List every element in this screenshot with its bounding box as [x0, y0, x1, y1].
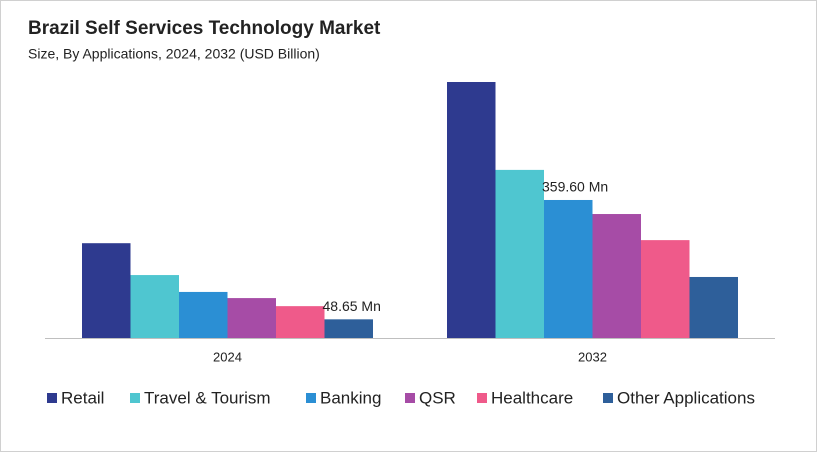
legend-label: Banking [320, 388, 381, 407]
legend-swatch [47, 393, 57, 403]
bar [82, 243, 131, 338]
bar [592, 214, 641, 338]
x-tick-label: 2024 [213, 349, 242, 364]
bar [641, 240, 690, 338]
x-tick-label: 2032 [578, 349, 607, 364]
bar [324, 319, 373, 338]
legend-swatch [306, 393, 316, 403]
bar [447, 82, 496, 338]
value-label: 48.65 Mn [323, 298, 381, 314]
bar [689, 276, 738, 338]
legend-label: Retail [61, 388, 104, 407]
legend-label: Healthcare [491, 388, 573, 407]
bar [130, 275, 179, 338]
value-label: 359.60 Mn [542, 179, 608, 195]
bar [544, 199, 593, 338]
bar [227, 298, 276, 338]
legend-swatch [603, 393, 613, 403]
bar [276, 306, 325, 338]
chart-subtitle: Size, By Applications, 2024, 2032 (USD B… [28, 46, 320, 62]
legend-label: QSR [419, 388, 456, 407]
bar [495, 169, 544, 338]
bar [179, 291, 228, 338]
legend-swatch [130, 393, 140, 403]
chart-title: Brazil Self Services Technology Market [28, 18, 381, 39]
legend-label: Travel & Tourism [144, 388, 271, 407]
legend-swatch [405, 393, 415, 403]
legend-swatch [477, 393, 487, 403]
legend-label: Other Applications [617, 388, 755, 407]
